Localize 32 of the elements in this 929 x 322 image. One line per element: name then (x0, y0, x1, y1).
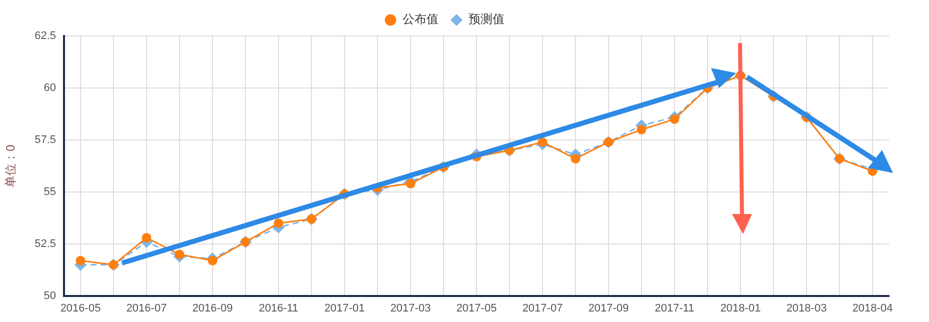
x-tick-label: 2016-05 (60, 302, 101, 315)
point (274, 218, 284, 228)
x-tick-label: 2018-04 (852, 302, 893, 315)
point (636, 124, 646, 134)
x-tick-label: 2016-11 (258, 302, 298, 315)
x-tick-label: 2018-01 (720, 302, 761, 315)
x-tick-label: 2017-11 (654, 302, 694, 315)
legend-label: 预测值 (468, 12, 504, 26)
y-tick-label: 57.5 (34, 134, 56, 146)
y-tick-label: 55 (44, 186, 56, 198)
x-tick-label: 2016-09 (192, 302, 233, 315)
legend-label: 公布值 (402, 12, 438, 26)
point (142, 233, 152, 243)
x-tick-label: 2017-01 (324, 302, 365, 315)
x-tick-label: 2017-05 (456, 302, 497, 315)
y-tick-label: 50 (44, 290, 56, 302)
y-tick-label: 62.5 (34, 30, 56, 42)
y-tick-label: 52.5 (34, 238, 56, 250)
point (570, 154, 580, 164)
point (208, 256, 218, 266)
x-tick-label: 2017-09 (588, 302, 629, 315)
x-tick-label: 2017-03 (390, 302, 431, 315)
x-tick-label: 2018-03 (786, 302, 827, 315)
y-tick-label: 60 (44, 82, 56, 94)
y-axis-title: 单位：0 (4, 144, 18, 188)
point (76, 256, 86, 266)
point (174, 250, 184, 260)
point (670, 114, 680, 124)
x-tick-label: 2017-07 (522, 302, 563, 315)
point (538, 137, 548, 147)
point (406, 178, 416, 188)
x-tick-label: 2016-07 (126, 302, 167, 315)
